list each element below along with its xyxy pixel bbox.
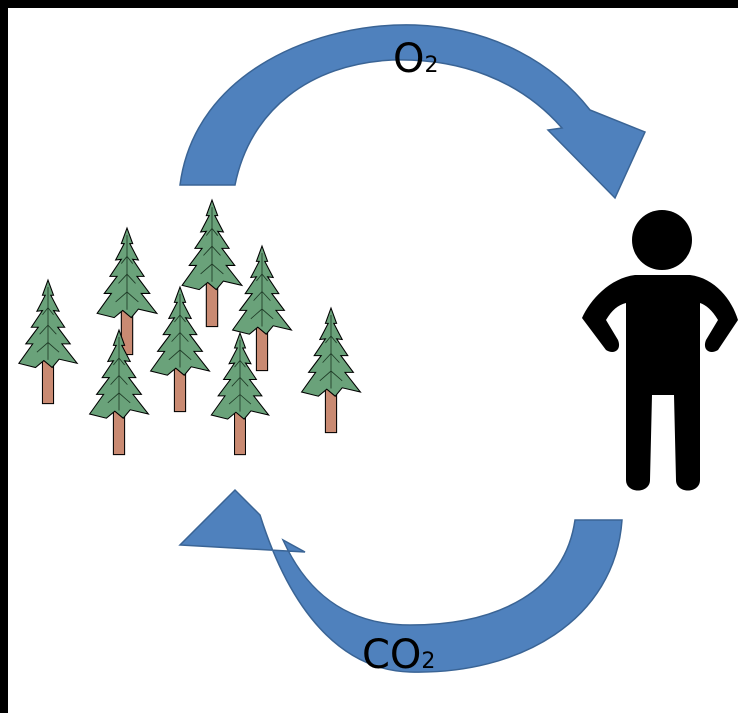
o2-sub: 2 (424, 53, 438, 78)
border-left (0, 0, 8, 713)
co2-main: CO (362, 632, 421, 678)
border-top (0, 0, 738, 8)
diagram: O2 CO2 (0, 0, 738, 713)
co2-sub: 2 (421, 649, 435, 674)
o2-main: O (393, 36, 424, 82)
